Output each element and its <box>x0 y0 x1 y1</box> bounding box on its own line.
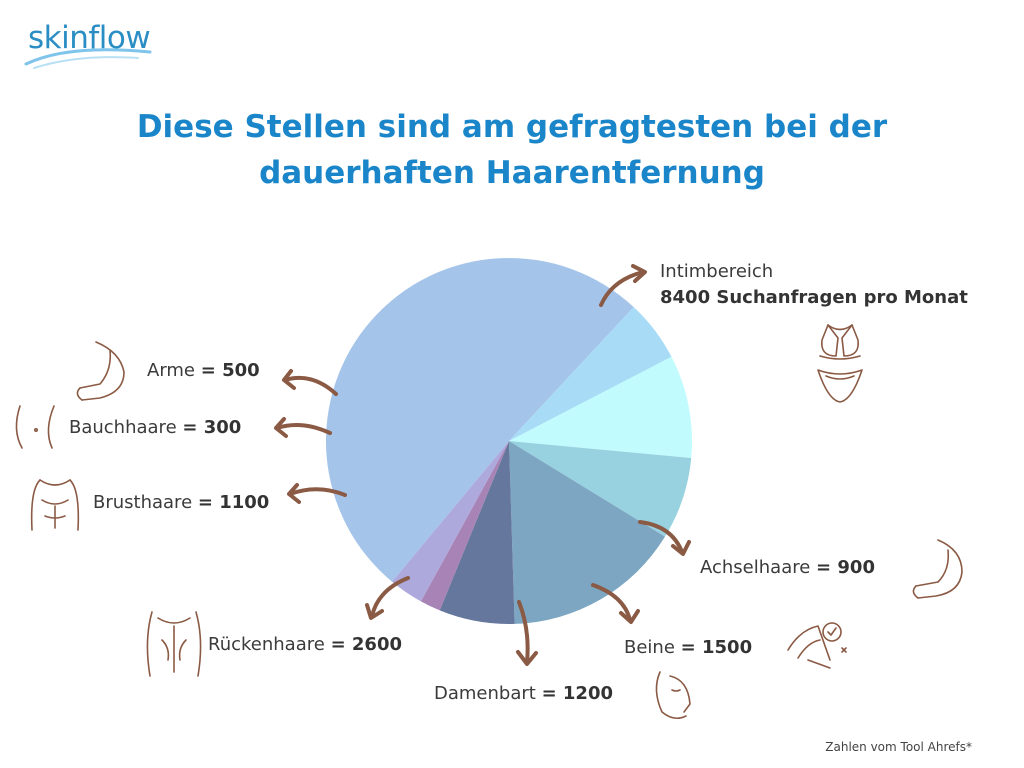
arrow-arme <box>283 375 338 396</box>
pie-slice-r-ckenhaare <box>509 441 665 624</box>
pie-slice-beine <box>509 356 693 459</box>
label-brusthaare-value: = 1100 <box>197 492 270 513</box>
arrow-achselhaare <box>638 520 684 554</box>
arrow-beine-head <box>619 609 640 624</box>
arrow-brusthaare <box>288 487 347 497</box>
belly-icon <box>15 405 55 449</box>
arrow-rueckenhaare <box>370 576 410 618</box>
pie-slice-arme <box>392 441 509 602</box>
arm-icon-right <box>912 539 963 599</box>
arrow-brusthaare-head <box>287 483 301 504</box>
label-beine-name: Beine <box>624 637 675 658</box>
label-damenbart-name: Damenbart <box>434 683 536 704</box>
label-bauchhaare-value: = 300 <box>182 417 242 438</box>
page-title: Diese Stellen sind am gefragtesten bei d… <box>0 104 1024 196</box>
label-brusthaare: Brusthaare = 1100 <box>93 491 269 515</box>
title-line-2: dauerhaften Haarentfernung <box>259 155 765 191</box>
pie-slice-brusthaare <box>439 441 515 624</box>
arrow-beine <box>591 583 632 622</box>
skinflow-logo: skinflow <box>18 14 158 70</box>
chest-icon <box>30 479 80 531</box>
source-footnote: Zahlen vom Tool Ahrefs* <box>825 740 972 754</box>
arrow-intimbereich-head <box>631 264 647 283</box>
arrow-damenbart-head <box>516 650 538 666</box>
arrow-bauchhaare <box>275 422 332 435</box>
arrow-rueckenhaare-head <box>365 603 384 620</box>
label-brusthaare-name: Brusthaare <box>93 492 193 513</box>
title-line-1: Diese Stellen sind am gefragtesten bei d… <box>136 109 888 145</box>
label-achselhaare-value: = 900 <box>816 557 875 578</box>
label-intimbereich-name: Intimbereich <box>660 261 774 282</box>
label-achselhaare: Achselhaare = 900 <box>700 556 875 580</box>
label-beine-value: = 1500 <box>680 637 753 658</box>
pie-slices <box>325 257 693 624</box>
label-achselhaare-name: Achselhaare <box>700 557 811 578</box>
pie-slice-damenbart <box>509 441 692 537</box>
logo-wave-icon <box>24 48 152 69</box>
pie-slice-intimbereich <box>325 257 634 582</box>
label-intimbereich: Intimbereich 8400 Suchanfragen pro Monat <box>660 259 968 311</box>
label-damenbart: Damenbart = 1200 <box>434 682 613 706</box>
bikini-icon <box>817 324 863 403</box>
arm-icon <box>76 341 125 401</box>
label-arme: Arme = 500 <box>147 359 260 383</box>
label-bauchhaare: Bauchhaare = 300 <box>69 416 241 440</box>
label-arme-value: = 500 <box>200 360 260 381</box>
label-damenbart-value: = 1200 <box>541 683 614 704</box>
back-icon <box>146 611 202 677</box>
label-arme-name: Arme <box>147 360 196 381</box>
label-rueckenhaare: Rückenhaare = 2600 <box>208 633 402 657</box>
arrow-damenbart <box>517 600 530 664</box>
label-rueckenhaare-value: = 2600 <box>330 634 403 655</box>
legs-icon <box>787 622 847 669</box>
label-rueckenhaare-name: Rückenhaare <box>208 634 325 655</box>
arrow-intimbereich <box>599 270 645 307</box>
pie-slice-bauchhaare <box>420 441 509 611</box>
label-arrows <box>274 264 691 666</box>
arrow-bauchhaare-head <box>274 417 288 438</box>
label-bauchhaare-name: Bauchhaare <box>69 417 177 438</box>
label-beine: Beine = 1500 <box>624 636 752 660</box>
arrow-arme-head <box>282 369 296 390</box>
label-intimbereich-value: 8400 Suchanfragen pro Monat <box>660 287 968 308</box>
arrow-achselhaare-head <box>671 540 691 556</box>
pie-slice-achselhaare <box>509 307 672 441</box>
face-icon <box>655 671 691 720</box>
